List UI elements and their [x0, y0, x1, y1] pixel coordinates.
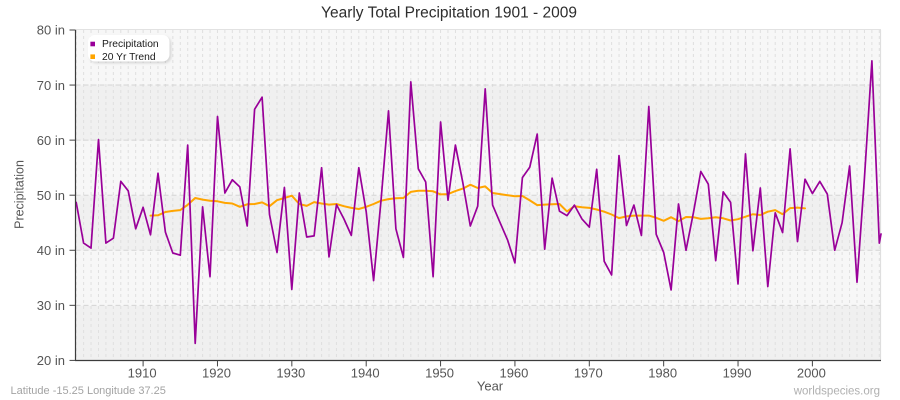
svg-text:50 in: 50 in — [37, 188, 65, 203]
svg-text:40 in: 40 in — [37, 243, 65, 258]
svg-text:2000: 2000 — [797, 365, 826, 380]
svg-text:Latitude -15.25 Longitude 37.2: Latitude -15.25 Longitude 37.25 — [11, 385, 166, 397]
svg-text:1980: 1980 — [648, 365, 677, 380]
svg-text:worldspecies.org: worldspecies.org — [793, 385, 880, 397]
svg-text:20 in: 20 in — [37, 353, 65, 368]
svg-text:1990: 1990 — [723, 365, 752, 380]
svg-text:1970: 1970 — [574, 365, 603, 380]
svg-text:1960: 1960 — [499, 365, 528, 380]
svg-text:1950: 1950 — [425, 365, 454, 380]
svg-text:30 in: 30 in — [37, 298, 65, 313]
svg-text:60 in: 60 in — [37, 133, 65, 148]
svg-text:20 Yr Trend: 20 Yr Trend — [102, 52, 156, 63]
svg-text:1910: 1910 — [128, 365, 157, 380]
svg-text:Precipitation: Precipitation — [13, 160, 27, 229]
svg-text:80 in: 80 in — [37, 23, 65, 38]
svg-text:Yearly Total Precipitation 190: Yearly Total Precipitation 1901 - 2009 — [321, 5, 577, 22]
svg-text:70 in: 70 in — [37, 78, 65, 93]
svg-text:Precipitation: Precipitation — [102, 39, 159, 50]
svg-text:1920: 1920 — [202, 365, 231, 380]
svg-text:1930: 1930 — [276, 365, 305, 380]
svg-text:1940: 1940 — [351, 365, 380, 380]
svg-text:Year: Year — [477, 379, 504, 394]
